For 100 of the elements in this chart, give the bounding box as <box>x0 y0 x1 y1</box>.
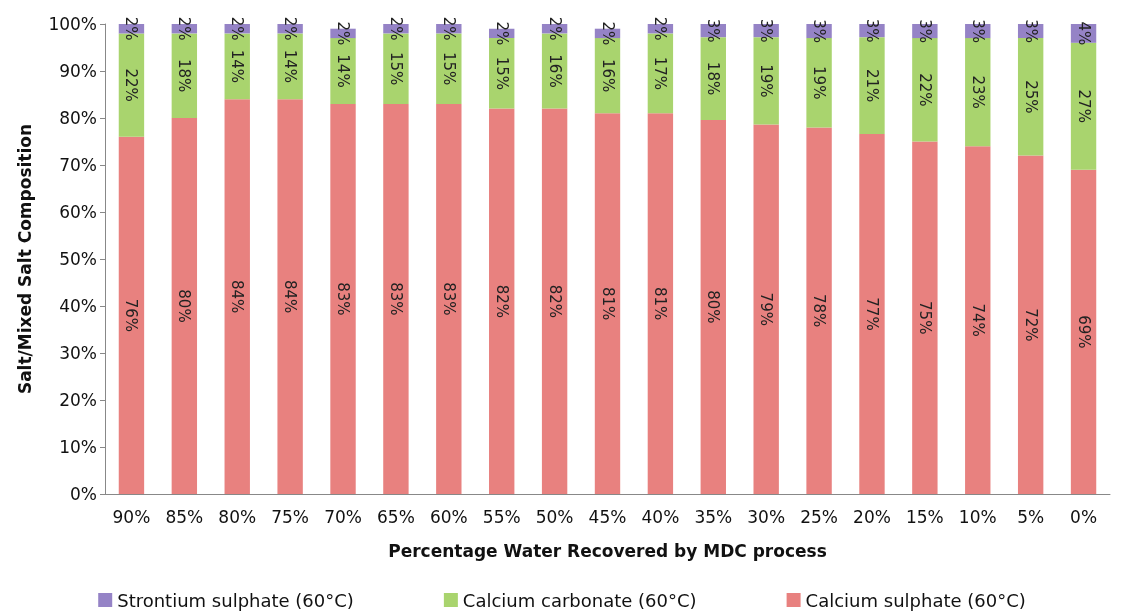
data-label: 72% <box>1021 308 1040 342</box>
bar <box>118 136 145 494</box>
y-tick-label: 40% <box>59 296 97 316</box>
x-tick-label: 60% <box>429 506 468 527</box>
x-tick-label: 75% <box>271 506 310 527</box>
data-label: 2% <box>439 16 458 41</box>
x-axis-title: Percentage Water Recovered by MDC process <box>388 540 827 561</box>
data-label: 82% <box>492 284 511 318</box>
x-tick-label: 85% <box>165 506 204 527</box>
data-label: 3% <box>1021 19 1040 43</box>
data-label: 81% <box>598 286 617 321</box>
x-tick-label: 10% <box>958 506 997 527</box>
data-label: 19% <box>810 66 829 100</box>
bar <box>912 141 938 494</box>
data-label: 4% <box>1074 21 1093 46</box>
y-tick-label: 0% <box>70 484 97 504</box>
x-tick-label: 30% <box>747 506 786 527</box>
data-label: 78% <box>810 294 829 328</box>
bar <box>541 108 568 494</box>
x-tick-label: 55% <box>482 506 521 527</box>
bar <box>753 124 779 494</box>
y-axis-title: Salt/Mixed Salt Composition <box>14 123 35 395</box>
data-label: 3% <box>862 18 881 43</box>
x-tick-label: 90% <box>112 506 151 527</box>
x-tick-label: 45% <box>588 506 627 527</box>
data-label: 76% <box>122 298 141 333</box>
data-label: 2% <box>122 16 141 41</box>
data-label: 80% <box>175 289 194 323</box>
data-label: 3% <box>968 19 987 43</box>
x-tick-label: 40% <box>641 506 680 527</box>
data-label: 14% <box>334 54 353 88</box>
x-tick-label: 50% <box>535 506 574 527</box>
data-label: 2% <box>228 16 247 41</box>
data-label: 21% <box>862 68 881 103</box>
data-label: 84% <box>281 279 300 314</box>
legend-label: Calcium carbonate (60°C) <box>462 589 697 611</box>
x-tick-label: 15% <box>905 506 944 527</box>
data-label: 23% <box>968 75 987 109</box>
data-label: 3% <box>757 18 776 43</box>
y-tick-label: 50% <box>59 249 97 269</box>
data-label: 2% <box>386 16 405 41</box>
bar <box>1017 155 1044 494</box>
y-tick-label: 90% <box>59 61 97 81</box>
x-tick-label: 20% <box>853 506 891 527</box>
data-label: 19% <box>757 64 776 98</box>
legend-label: Strontium sulphate (60°C) <box>117 589 354 611</box>
x-tick-label: 65% <box>377 506 415 527</box>
data-label: 14% <box>281 49 300 83</box>
bar <box>171 118 198 494</box>
bar <box>806 127 832 494</box>
bar <box>594 113 621 494</box>
y-tick-label: 100% <box>48 14 97 34</box>
data-label: 18% <box>175 59 194 93</box>
data-label: 74% <box>968 303 987 337</box>
data-label: 3% <box>704 18 723 43</box>
data-label: 77% <box>862 297 881 331</box>
data-label: 2% <box>651 16 670 41</box>
bar <box>965 146 991 494</box>
data-label: 2% <box>545 16 564 41</box>
data-label: 75% <box>915 301 934 335</box>
data-label: 3% <box>915 19 934 43</box>
data-label: 2% <box>175 16 194 41</box>
bar <box>647 113 674 494</box>
data-label: 83% <box>334 282 353 316</box>
data-label: 2% <box>281 16 300 41</box>
y-tick-label: 80% <box>59 108 97 128</box>
data-label: 16% <box>545 54 564 88</box>
data-label: 27% <box>1074 89 1093 123</box>
bar <box>436 103 462 494</box>
x-tick-label: 5% <box>1017 506 1045 527</box>
x-tick-label: 80% <box>218 506 257 527</box>
y-tick-label: 10% <box>59 437 97 457</box>
data-label: 69% <box>1074 315 1093 349</box>
data-label: 15% <box>439 51 458 86</box>
data-label: 3% <box>810 19 829 43</box>
x-tick-label: 25% <box>800 506 838 527</box>
data-label: 25% <box>1021 80 1040 114</box>
bar <box>224 99 250 494</box>
data-label: 82% <box>545 284 564 318</box>
x-tick-label: 0% <box>1070 506 1098 527</box>
data-label: 84% <box>228 279 247 314</box>
bar <box>859 133 885 494</box>
data-label: 22% <box>915 73 934 107</box>
data-label: 2% <box>334 21 353 46</box>
bar <box>1070 169 1097 494</box>
legend-label: Calcium sulphate (60°C) <box>805 589 1026 611</box>
data-label: 80% <box>704 290 723 324</box>
data-label: 15% <box>386 51 405 86</box>
data-label: 2% <box>598 21 617 46</box>
bar <box>277 99 303 494</box>
data-label: 2% <box>492 21 511 46</box>
data-label: 22% <box>122 68 141 102</box>
data-label: 14% <box>228 49 247 83</box>
data-label: 15% <box>492 56 511 91</box>
y-tick-label: 70% <box>59 155 97 175</box>
x-tick-label: 70% <box>324 506 362 527</box>
x-tick-label: 35% <box>694 506 733 527</box>
y-tick-label: 20% <box>59 390 97 410</box>
bar <box>383 103 409 494</box>
y-tick-label: 30% <box>59 343 97 363</box>
